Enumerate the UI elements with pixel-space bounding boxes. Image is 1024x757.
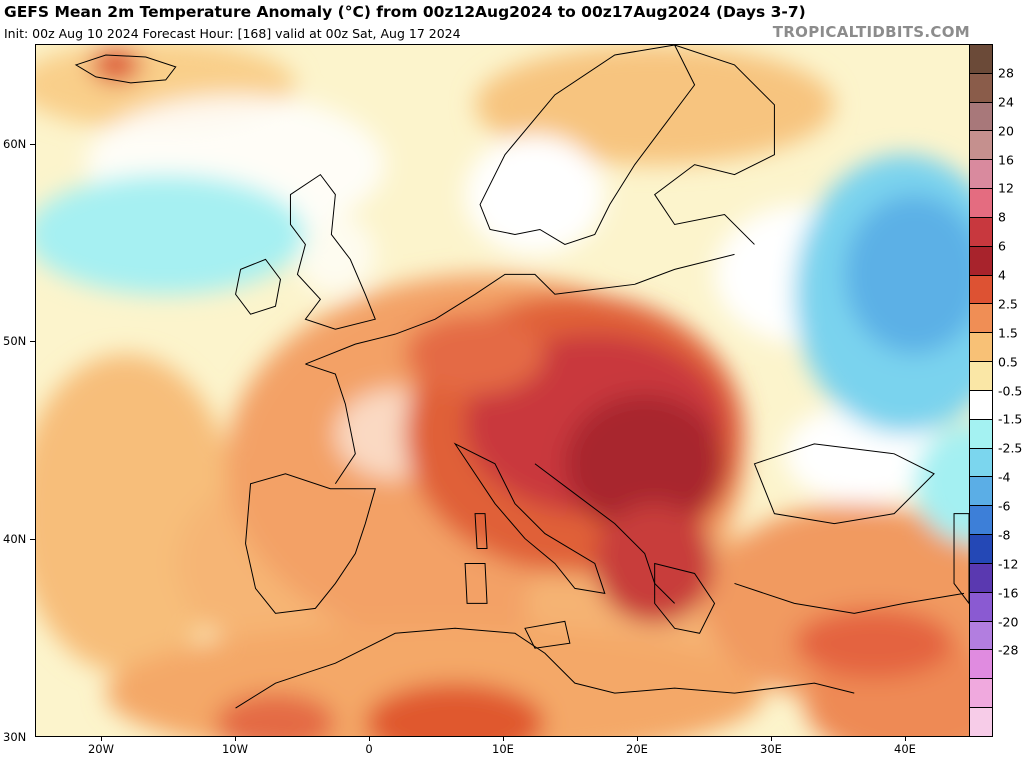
lon-label-10e: 10E [492,742,514,756]
colorbar-swatch [970,246,992,276]
lat-label-50n: 50N [3,334,27,348]
colorbar-swatch [970,679,992,709]
lat-tick [30,144,35,145]
colorbar-swatch [970,362,992,391]
colorbar-label: -1.5 [998,411,1023,427]
lon-tick [637,737,638,741]
lat-label-60n: 60N [3,137,27,151]
colorbar-swatch [970,390,992,420]
colorbar-swatch [970,102,992,132]
lat-tick [30,341,35,342]
colorbar-label: 4 [998,267,1006,283]
colorbar-swatch [970,650,992,680]
lat-tick [30,539,35,540]
colorbar-label: 16 [998,152,1014,167]
colorbar-label: 20 [998,123,1014,139]
colorbar-swatch [970,506,992,536]
anomaly-map [36,45,969,736]
colorbar-label: -6 [998,498,1011,514]
colorbar-swatch [970,477,992,507]
colorbar-swatch [970,189,992,218]
colorbar-swatch [970,592,992,622]
colorbar-label: 24 [998,94,1014,110]
colorbar-swatch [970,217,992,247]
colorbar-swatch [970,73,992,103]
lon-label-10w: 10W [221,742,249,756]
lon-tick [503,737,504,741]
map-title: GEFS Mean 2m Temperature Anomaly (°C) fr… [4,3,806,21]
colorbar-label: -28 [998,642,1019,658]
map-panel[interactable] [35,44,970,737]
map-subtitle: Init: 00z Aug 10 2024 Forecast Hour: [16… [4,26,461,41]
colorbar-swatch [970,275,992,305]
colorbar-swatch [970,563,992,593]
colorbar-label: -20 [998,614,1019,629]
colorbar-swatch [970,535,992,564]
colorbar-swatch [970,304,992,334]
lat-label-30n: 30N [3,730,27,744]
colorbar-label: -8 [998,527,1011,543]
colorbar-swatch [970,131,992,161]
colorbar-label: 2.5 [998,296,1018,312]
lon-tick [101,737,102,741]
colorbar-label: 28 [998,65,1014,81]
lon-tick [235,737,236,741]
colorbar-label: 1.5 [998,325,1018,341]
anomaly-field [36,45,969,736]
brand-watermark[interactable]: TROPICALTIDBITS.COM [772,23,970,41]
colorbar-label: 8 [998,209,1006,225]
coastlines [74,45,969,709]
colorbar-swatch [970,419,992,449]
colorbar-label: -2.5 [998,440,1023,456]
colorbar-swatch [970,448,992,478]
colorbar-swatch [970,621,992,651]
colorbar-label: -16 [998,585,1019,601]
colorbar-swatch [970,45,992,74]
lon-label-20w: 20W [87,742,115,756]
lon-label-40e: 40E [894,742,916,756]
colorbar-swatch [970,160,992,190]
lat-label-40n: 40N [3,532,27,546]
lon-label-0: 0 [365,742,373,756]
colorbar-labels: 28 24 20 16 12 8 6 4 2.5 1.5 0.5 -0.5 -1.5 -2.5 -4 -6 -8… [995,44,1024,737]
lon-tick [369,737,370,741]
colorbar-swatch [970,333,992,363]
lon-label-30e: 30E [760,742,782,756]
colorbar-label: -4 [998,469,1011,485]
colorbar-swatch [970,708,992,736]
colorbar-label: -12 [998,556,1019,572]
colorbar-label: 6 [998,238,1006,254]
lon-label-20e: 20E [626,742,648,756]
lon-tick [771,737,772,741]
lon-tick [905,737,906,741]
colorbar-label: 12 [998,180,1014,196]
colorbar [969,44,993,737]
colorbar-label: -0.5 [998,383,1023,398]
colorbar-label: 0.5 [998,354,1018,370]
